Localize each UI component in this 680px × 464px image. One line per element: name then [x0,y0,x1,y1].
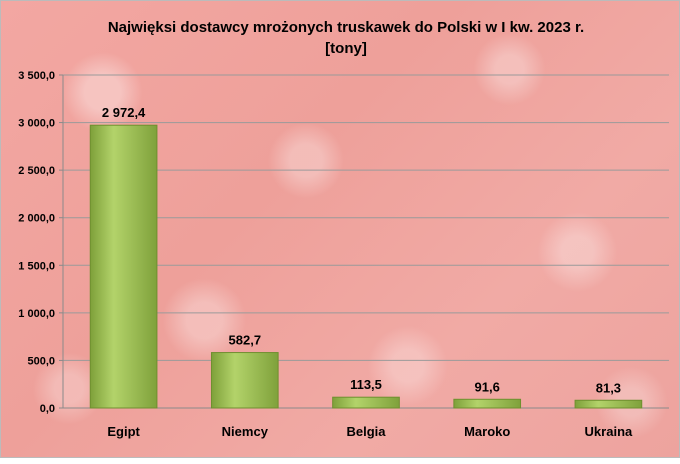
x-tick-label: Egipt [107,424,140,439]
y-tick-label: 2 000,0 [18,213,55,225]
data-label: 2 972,4 [102,105,146,120]
bar [332,396,400,409]
y-tick-label: 0,0 [40,403,55,415]
bars [89,124,643,409]
bar [453,398,522,409]
x-tick-label: Maroko [464,424,510,439]
chart-subtitle: [tony] [325,40,367,57]
y-tick-label: 2 500,0 [18,165,55,177]
bar [89,124,158,409]
x-tick-label: Niemcy [222,424,269,439]
x-axis-ticks: Egipt Niemcy Belgia Maroko Ukraina [107,424,633,439]
y-tick-label: 1 500,0 [18,260,55,272]
x-tick-label: Belgia [346,424,386,439]
y-tick-label: 3 500,0 [18,70,55,82]
chart-title: Najwięksi dostawcy mrożonych truskawek d… [108,19,584,36]
data-labels: 2 972,4 582,7 113,5 91,6 81,3 [102,105,621,395]
grid-lines [59,74,669,409]
y-axis-ticks: 0,0 500,0 1 000,0 1 500,0 2 000,0 2 500,0 3 00… [18,70,55,415]
data-label: 81,3 [596,380,621,395]
y-tick-label: 500,0 [27,355,55,367]
data-label: 582,7 [229,333,262,348]
data-label: 113,5 [350,377,382,392]
y-tick-label: 1 000,0 [18,308,55,320]
x-tick-label: Ukraina [585,424,633,439]
y-tick-label: 3 000,0 [18,118,55,130]
bar [210,352,279,409]
bar [574,399,643,409]
data-label: 91,6 [475,379,500,394]
